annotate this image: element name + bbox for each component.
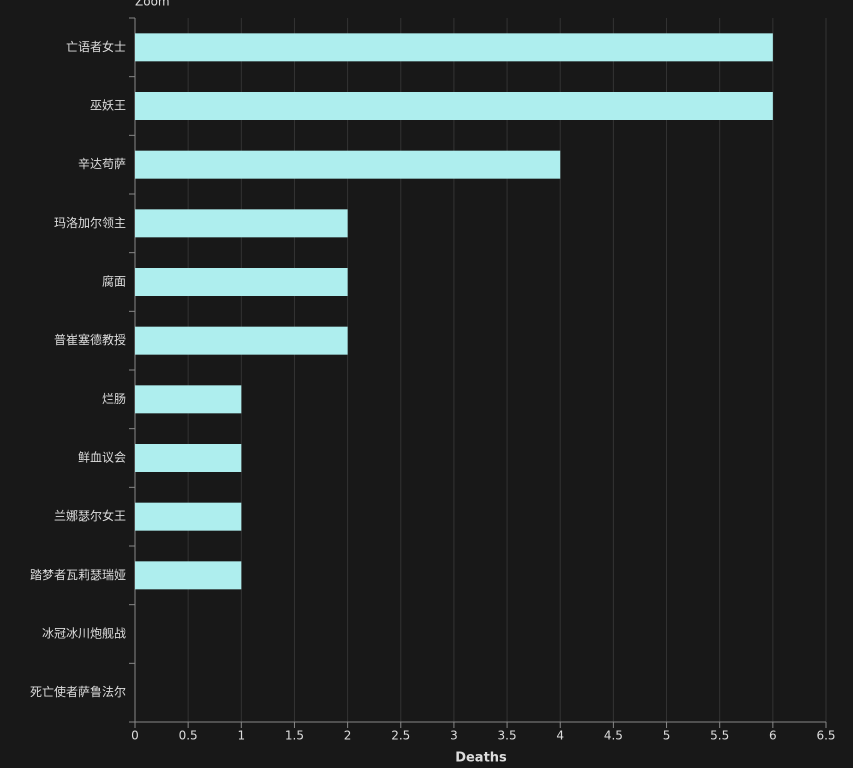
bar — [135, 209, 348, 238]
x-tick-label: 2 — [344, 729, 352, 743]
y-tick-label: 鲜血议会 — [78, 451, 126, 465]
bar — [135, 92, 773, 120]
bar — [135, 502, 242, 531]
x-axis-label: Deaths — [455, 751, 507, 766]
y-tick-label: 腐面 — [102, 274, 126, 289]
x-tick-label: 6 — [769, 729, 777, 743]
bar — [135, 150, 561, 179]
x-tick-label: 2.5 — [391, 729, 410, 743]
y-tick-label: 亡语者女士 — [66, 39, 126, 54]
x-tick-label: 4.5 — [604, 729, 623, 743]
x-tick-label: 0 — [131, 729, 139, 743]
x-tick-label: 4 — [556, 729, 564, 743]
y-tick-label: 死亡使者萨鲁法尔 — [30, 684, 126, 699]
x-tick-label: 3.5 — [498, 729, 517, 743]
x-tick-label: 5 — [663, 729, 671, 743]
bar — [135, 444, 242, 472]
zoom-label: Zoom — [135, 0, 170, 9]
bar — [135, 326, 348, 355]
x-tick-label: 6.5 — [816, 729, 835, 743]
bar — [135, 33, 773, 62]
y-tick-label: 巫妖王 — [90, 99, 126, 113]
bar — [135, 268, 348, 296]
bar — [135, 561, 242, 590]
y-tick-label: 冰冠冰川炮舰战 — [42, 627, 126, 641]
x-tick-label: 3 — [450, 729, 458, 743]
bar — [135, 385, 242, 414]
y-tick-label: 兰娜瑟尔女王 — [54, 508, 126, 523]
y-tick-label: 玛洛加尔领主 — [54, 215, 126, 230]
y-tick-label: 辛达苟萨 — [78, 157, 126, 171]
x-tick-label: 5.5 — [710, 729, 729, 743]
y-tick-label: 踏梦者瓦莉瑟瑞娅 — [30, 568, 126, 582]
x-tick-label: 1 — [237, 729, 245, 743]
x-tick-label: 0.5 — [179, 729, 198, 743]
y-tick-label: 普崔塞德教授 — [54, 332, 126, 347]
y-tick-label: 烂肠 — [102, 392, 126, 406]
x-tick-label: 1.5 — [285, 729, 304, 743]
